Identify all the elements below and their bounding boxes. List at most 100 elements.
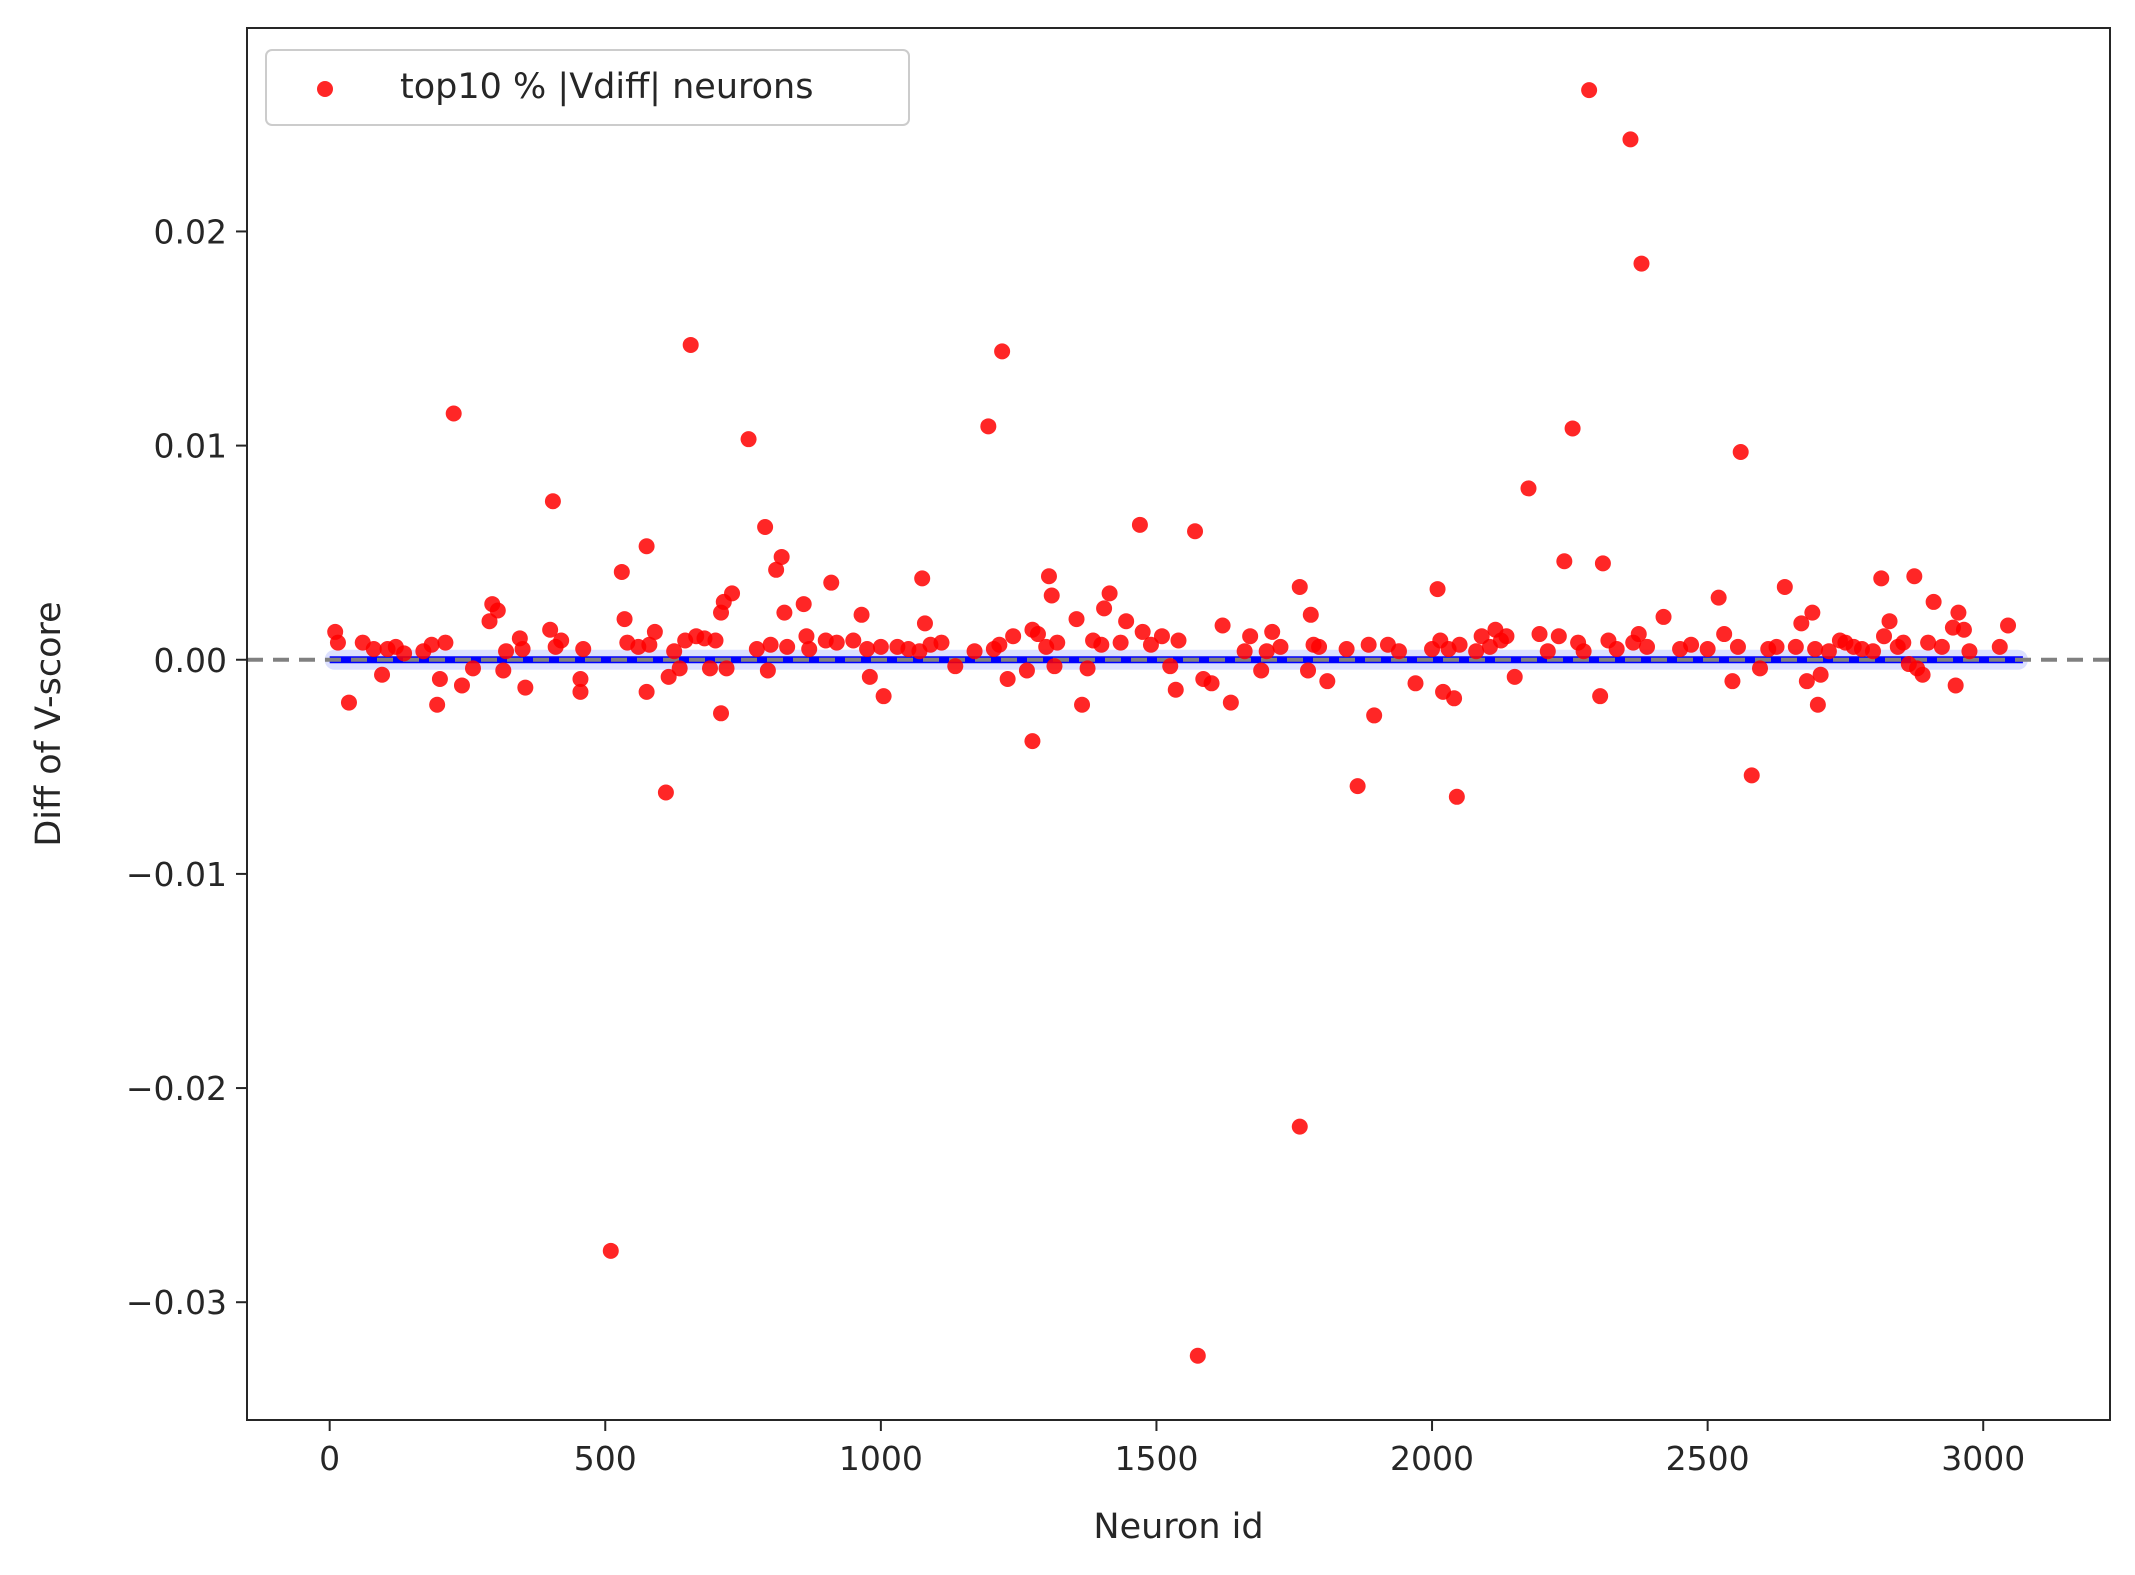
data-point: [1236, 643, 1253, 660]
data-point: [1925, 593, 1942, 610]
data-point: [396, 645, 413, 662]
data-point: [916, 615, 933, 632]
data-point: [660, 668, 677, 685]
data-point: [1630, 626, 1647, 643]
data-point: [1608, 641, 1625, 658]
data-point: [1699, 641, 1716, 658]
data-point: [544, 493, 561, 510]
data-point: [859, 641, 876, 658]
data-point: [1349, 778, 1366, 795]
data-point: [1594, 555, 1611, 572]
data-point: [602, 1242, 619, 1259]
data-point: [740, 431, 757, 448]
data-point: [1222, 694, 1239, 711]
data-point: [828, 634, 845, 651]
data-point: [999, 671, 1016, 688]
data-point: [1920, 634, 1937, 651]
data-point: [1961, 643, 1978, 660]
data-point: [724, 585, 741, 602]
data-point: [575, 641, 592, 658]
data-point: [1093, 636, 1110, 653]
data-point: [1049, 634, 1066, 651]
y-tick-label: −0.02: [126, 1069, 227, 1108]
data-point: [464, 660, 481, 677]
data-point: [365, 641, 382, 658]
data-point: [1809, 696, 1826, 713]
data-point: [445, 405, 462, 422]
data-point: [641, 636, 658, 653]
data-point: [1864, 643, 1881, 660]
data-point: [1468, 643, 1485, 660]
data-point: [1820, 643, 1837, 660]
y-tick-label: 0.02: [154, 212, 227, 251]
data-point: [1776, 578, 1793, 595]
data-point: [682, 336, 699, 353]
data-point: [1407, 675, 1424, 692]
legend-entry-label: top10 % |Vdiff| neurons: [400, 67, 813, 107]
data-point: [1991, 638, 2008, 655]
legend: top10 % |Vdiff| neurons: [265, 49, 910, 126]
data-point: [914, 570, 931, 587]
data-point: [1793, 615, 1810, 632]
data-point: [1950, 604, 1967, 621]
data-point: [498, 643, 515, 660]
data-point: [861, 668, 878, 685]
data-point: [1167, 681, 1184, 698]
data-point: [666, 643, 683, 660]
data-point: [718, 660, 735, 677]
data-point: [1118, 613, 1135, 630]
x-tick-label: 2000: [1390, 1439, 1474, 1478]
data-point: [795, 596, 812, 613]
data-point: [748, 641, 765, 658]
data-point: [2000, 617, 2017, 634]
data-point: [1710, 589, 1727, 606]
data-point: [1895, 634, 1912, 651]
data-point: [489, 602, 506, 619]
data-point: [1655, 608, 1672, 625]
data-point: [1876, 628, 1893, 645]
data-point: [514, 641, 531, 658]
data-point: [853, 606, 870, 623]
data-point: [1258, 643, 1275, 660]
data-point: [1451, 636, 1468, 653]
data-point: [759, 662, 776, 679]
data-point: [991, 636, 1008, 653]
data-point: [423, 636, 440, 653]
data-point: [1101, 585, 1118, 602]
data-point: [374, 666, 391, 683]
y-tick-label: −0.01: [126, 855, 227, 894]
data-point: [1338, 641, 1355, 658]
data-point: [1947, 677, 1964, 694]
data-point: [1162, 658, 1179, 675]
data-point: [1955, 621, 1972, 638]
data-point: [1242, 628, 1259, 645]
data-point: [1131, 516, 1148, 533]
data-point: [657, 784, 674, 801]
data-point: [1639, 638, 1656, 655]
x-tick-label: 3000: [1941, 1439, 2025, 1478]
y-tick-label: 0.01: [154, 427, 227, 466]
data-point: [1575, 643, 1592, 660]
data-point: [1550, 628, 1567, 645]
data-point: [572, 683, 589, 700]
data-point: [966, 643, 983, 660]
data-point: [638, 683, 655, 700]
data-point: [1360, 636, 1377, 653]
data-point: [671, 660, 688, 677]
data-point: [572, 671, 589, 688]
data-point: [1142, 636, 1159, 653]
data-point: [1539, 643, 1556, 660]
data-point: [933, 634, 950, 651]
data-point: [1751, 660, 1768, 677]
data-point: [616, 611, 633, 628]
data-point: [1429, 581, 1446, 598]
data-point: [980, 418, 997, 435]
data-point: [1068, 611, 1085, 628]
data-point: [1448, 788, 1465, 805]
data-point: [453, 677, 470, 694]
plot-area: [247, 82, 2110, 1364]
data-point: [1311, 638, 1328, 655]
data-point: [801, 641, 818, 658]
data-point: [1787, 638, 1804, 655]
